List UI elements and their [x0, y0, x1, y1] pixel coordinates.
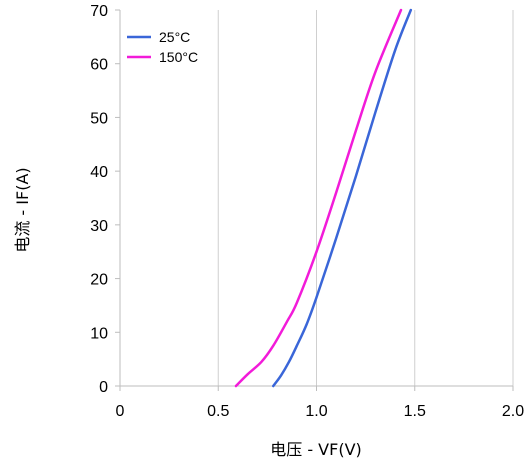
legend-label: 25°C [159, 29, 190, 45]
axes [115, 9, 514, 391]
grid-lines [217, 10, 514, 386]
tick-labels: 0 10 20 30 40 50 60 70 0 0.5 1.0 1.5 2.0 [90, 3, 524, 420]
y-tick-label: 10 [90, 325, 108, 342]
y-tick-label: 60 [90, 57, 108, 74]
y-tick-label: 0 [99, 379, 108, 396]
y-tick-label: 30 [90, 218, 108, 235]
series-layer [234, 8, 413, 388]
series-line-1 [234, 8, 403, 388]
series-line-0 [272, 8, 413, 388]
x-tick-label: 2.0 [502, 403, 524, 420]
x-tick-label: 0.5 [207, 403, 229, 420]
x-tick-label: 1.0 [305, 403, 327, 420]
legend-label: 150°C [159, 49, 198, 65]
x-tick-label: 0 [116, 403, 125, 420]
y-axis-title: 电流 - IF(A) [13, 167, 32, 252]
y-tick-label: 70 [90, 3, 108, 20]
x-axis-title: 电压 - VF(V) [270, 440, 362, 459]
y-tick-label: 40 [90, 164, 108, 181]
y-tick-label: 50 [90, 110, 108, 127]
y-tick-label: 20 [90, 272, 108, 289]
x-tick-label: 1.5 [404, 403, 426, 420]
legend: 25°C 150°C [127, 29, 198, 65]
